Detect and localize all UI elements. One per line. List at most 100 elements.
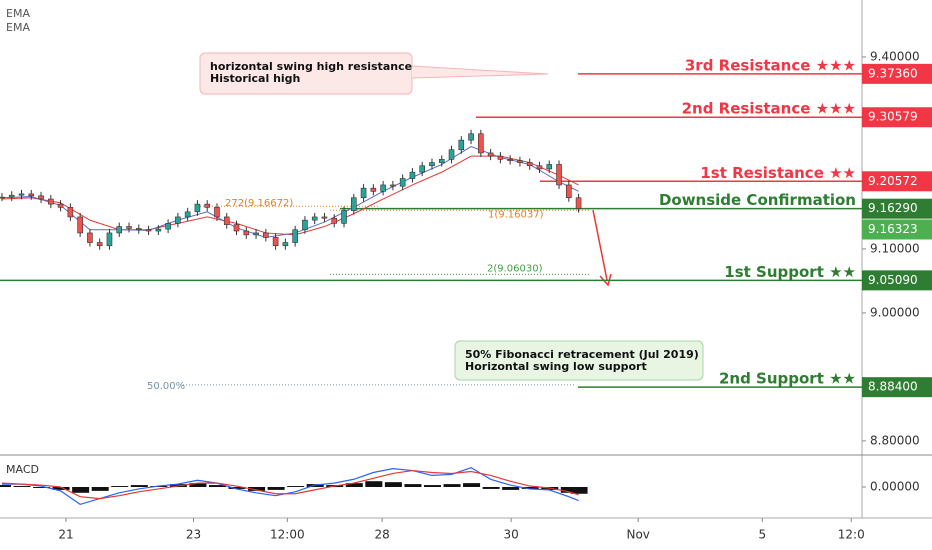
candle [8, 194, 15, 198]
candle [214, 207, 220, 218]
price-tag-label: 9.16290 [868, 201, 918, 215]
candle [184, 211, 191, 218]
y-tick-label: 9.10000 [870, 241, 920, 255]
candle [468, 133, 474, 141]
legend-entry: EMA [6, 7, 30, 20]
candle [497, 155, 504, 160]
annotation-text: Historical high [210, 72, 300, 85]
level-label: 1st Support ★★ [724, 263, 856, 281]
candle [204, 203, 210, 208]
annotation-text: Horizontal swing low support [465, 360, 647, 373]
fib-label: 50.00% [147, 381, 185, 392]
price-tag [862, 107, 932, 128]
macd-bar [482, 487, 500, 489]
candle [194, 203, 201, 213]
macd-bar [208, 485, 226, 487]
arrow [592, 209, 608, 281]
candle [292, 229, 298, 243]
x-tick-label: 12:00 [270, 528, 305, 542]
price-tag [862, 171, 932, 192]
macd-bar [570, 487, 588, 494]
macd-bar [345, 483, 363, 487]
candle [536, 165, 543, 170]
x-tick-label: 21 [58, 528, 73, 542]
last-price-label: 9.16323 [868, 222, 918, 236]
arrow-head [599, 273, 612, 287]
y-tick-label: 8.80000 [870, 433, 920, 447]
candle [575, 197, 582, 209]
price-tag-label: 9.05090 [868, 273, 918, 287]
candle [556, 164, 562, 186]
price-tag-label: 9.30579 [868, 110, 918, 124]
price-tag [862, 198, 932, 219]
candle [233, 224, 240, 232]
candle [380, 184, 386, 192]
fib-label: 2(9.06030) [487, 263, 543, 274]
macd-title: MACD [6, 463, 39, 476]
macd-bar [228, 487, 246, 489]
candle [360, 187, 367, 199]
candle [253, 232, 259, 236]
candle [155, 228, 162, 232]
annotation-text: horizontal swing high resistance [210, 60, 412, 73]
annotation-text: 50% Fibonacci retracement (Jul 2019) [465, 348, 699, 361]
candle [302, 219, 308, 231]
macd-bar [384, 482, 402, 487]
candle [0, 196, 5, 199]
candle [487, 152, 494, 157]
candle [282, 242, 289, 247]
candle [341, 210, 347, 224]
level-label: 3rd Resistance ★★★ [685, 56, 856, 74]
macd-bar [111, 486, 129, 487]
price-tag-label: 9.20572 [868, 174, 918, 188]
candle [438, 159, 445, 163]
x-tick-label: 23 [186, 528, 201, 542]
candle [28, 193, 35, 197]
macd-bar [423, 485, 441, 487]
macd-bar [248, 487, 266, 491]
price-tag [862, 377, 932, 398]
macd-bar [52, 487, 70, 490]
candle [77, 216, 83, 234]
candle [87, 232, 93, 243]
fib-label: 1(9.16037) [488, 209, 544, 220]
candle [18, 193, 25, 196]
price-tag [862, 270, 932, 291]
x-tick-label: 30 [503, 528, 518, 542]
macd-bar [267, 487, 285, 490]
macd-bar [130, 485, 148, 487]
last-price-tag [862, 219, 932, 240]
macd-bar [521, 487, 539, 489]
candle [419, 165, 426, 173]
candle [38, 195, 44, 200]
candle [126, 226, 132, 229]
candle [566, 184, 572, 199]
candle [175, 216, 181, 224]
candle [48, 198, 54, 205]
candle [135, 228, 142, 231]
candle [409, 171, 416, 179]
candle [67, 207, 74, 218]
macd-bar [0, 485, 11, 487]
macd-bar [404, 484, 422, 487]
legend-entry: EMA [6, 21, 30, 34]
candle [507, 159, 513, 161]
candle [311, 216, 318, 221]
candle [370, 187, 377, 192]
candle [478, 133, 484, 154]
candle [429, 162, 435, 167]
candle [350, 197, 357, 211]
x-tick-label: 5 [758, 528, 766, 542]
candle [57, 203, 64, 208]
candle [448, 149, 455, 160]
price-tag [862, 63, 932, 84]
level-label: Downside Confirmation [659, 191, 856, 209]
candle [526, 162, 533, 167]
x-tick-label: Nov [626, 528, 649, 542]
candle [145, 229, 152, 232]
macd-bar [287, 486, 305, 487]
macd-bar [72, 487, 90, 493]
candle [399, 178, 406, 187]
macd-bar [502, 487, 520, 490]
candle [116, 226, 123, 234]
